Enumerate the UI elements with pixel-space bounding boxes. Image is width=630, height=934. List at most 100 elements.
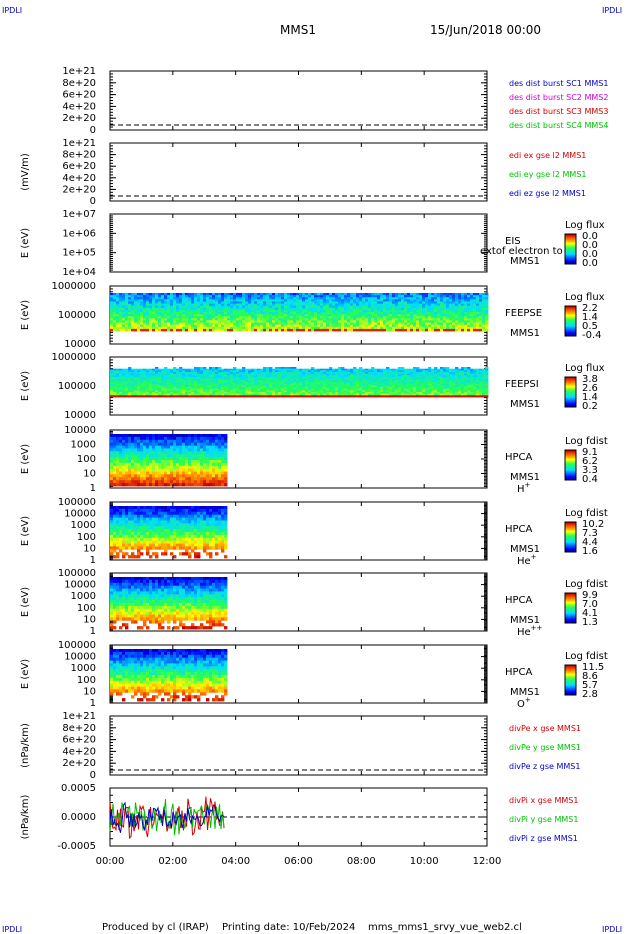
y-tick-label: 2e+20 xyxy=(62,184,96,195)
heatmap-cell xyxy=(281,373,285,376)
heatmap-cell xyxy=(317,324,321,328)
heatmap-cell xyxy=(320,328,324,332)
heatmap-cell xyxy=(356,318,360,321)
heatmap-cell xyxy=(269,385,273,388)
heatmap-cell xyxy=(155,375,159,378)
heatmap-cell xyxy=(257,378,261,381)
heatmap-cell xyxy=(254,377,258,380)
heatmap-cell xyxy=(131,395,135,398)
heatmap-cell xyxy=(395,370,399,373)
heatmap-cell xyxy=(155,373,159,376)
heatmap-cell xyxy=(284,305,288,309)
heatmap-cell xyxy=(287,299,291,302)
heatmap-cell xyxy=(344,373,348,376)
heatmap-cell xyxy=(143,324,147,328)
heatmap-cell xyxy=(329,382,333,385)
heatmap-cell xyxy=(434,372,438,375)
heatmap-cell xyxy=(428,299,432,302)
heatmap-cell xyxy=(455,380,459,383)
heatmap-cell xyxy=(290,305,294,309)
heatmap-cell xyxy=(194,382,198,385)
heatmap-cell xyxy=(461,326,465,330)
heatmap-cell xyxy=(272,320,276,323)
heatmap-cell xyxy=(374,316,378,319)
heatmap-cell xyxy=(449,370,453,373)
heatmap-cell xyxy=(332,387,336,390)
heatmap-cell xyxy=(143,328,147,332)
heatmap-cell xyxy=(347,382,351,385)
heatmap-cell xyxy=(269,328,273,332)
heatmap-cell xyxy=(236,382,240,385)
heatmap-cell xyxy=(458,380,462,383)
heatmap-cell xyxy=(395,293,399,296)
heatmap-cell xyxy=(218,293,222,296)
heatmap-cell xyxy=(161,322,165,326)
heatmap-cell xyxy=(461,293,465,296)
heatmap-cell xyxy=(299,387,303,390)
heatmap-cell xyxy=(434,378,438,381)
heatmap-cell xyxy=(311,309,315,313)
heatmap-cell xyxy=(167,293,171,296)
heatmap-cell xyxy=(140,297,144,300)
heatmap-cell xyxy=(140,312,144,315)
heatmap-cell xyxy=(242,368,246,371)
heatmap-cell xyxy=(386,293,390,296)
heatmap-cell xyxy=(185,370,189,373)
heatmap-cell xyxy=(461,392,465,395)
heatmap-cell xyxy=(485,387,489,390)
heatmap-cell xyxy=(125,316,129,319)
heatmap-cell xyxy=(401,309,405,313)
heatmap-cell xyxy=(347,388,351,391)
heatmap-cell xyxy=(218,295,222,298)
heatmap-cell xyxy=(365,326,369,330)
heatmap-cell xyxy=(167,322,171,326)
heatmap-cell xyxy=(254,318,258,321)
heatmap-cell xyxy=(173,299,177,302)
heatmap-cell xyxy=(380,385,384,388)
heatmap-cell xyxy=(482,314,486,317)
heatmap-cell xyxy=(254,293,258,296)
heatmap-cell xyxy=(359,320,363,323)
heatmap-cell xyxy=(428,293,432,296)
heatmap-cell xyxy=(449,380,453,383)
heatmap-cell xyxy=(482,301,486,304)
heatmap-cell xyxy=(467,377,471,380)
heatmap-cell xyxy=(206,383,210,386)
heatmap-cell xyxy=(215,297,219,300)
heatmap-cell xyxy=(158,368,162,371)
heatmap-cell xyxy=(170,373,174,376)
heatmap-cell xyxy=(443,367,447,370)
heatmap-cell xyxy=(308,380,312,383)
heatmap-cell xyxy=(281,305,285,309)
heatmap-cell xyxy=(356,373,360,376)
heatmap-cell xyxy=(191,318,195,321)
heatmap-cell xyxy=(251,382,255,385)
heatmap-cell xyxy=(224,372,228,375)
heatmap-cell xyxy=(173,390,177,393)
heatmap-cell xyxy=(350,295,354,298)
heatmap-cell xyxy=(179,314,183,317)
colorbar-step xyxy=(565,393,576,395)
heatmap-cell xyxy=(365,316,369,319)
heatmap-cell xyxy=(389,295,393,298)
heatmap-cell xyxy=(218,383,222,386)
heatmap-cell xyxy=(257,387,261,390)
heatmap-cell xyxy=(128,393,132,396)
heatmap-cell xyxy=(329,328,333,332)
heatmap-cell xyxy=(281,367,285,370)
heatmap-cell xyxy=(371,383,375,386)
heatmap-cell xyxy=(305,378,309,381)
heatmap-cell xyxy=(143,390,147,393)
heatmap-cell xyxy=(374,392,378,395)
heatmap-cell xyxy=(155,314,159,317)
heatmap-cell xyxy=(422,380,426,383)
colorbar-step xyxy=(565,240,576,242)
heatmap-cell xyxy=(380,295,384,298)
heatmap-cell xyxy=(446,299,450,302)
heatmap-cell xyxy=(236,312,240,315)
heatmap-cell xyxy=(332,370,336,373)
heatmap-cell xyxy=(275,370,279,373)
heatmap-cell xyxy=(326,320,330,323)
heatmap-cell xyxy=(341,293,345,296)
heatmap-cell xyxy=(341,367,345,370)
